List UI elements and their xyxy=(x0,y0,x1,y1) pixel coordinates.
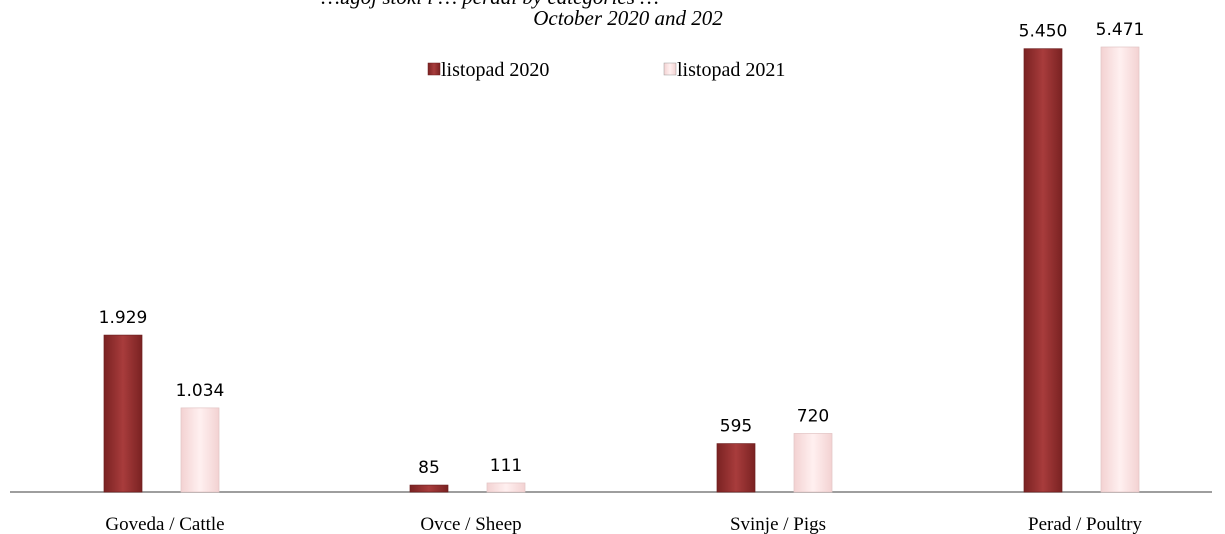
chart-subtitle: October 2020 and 202 xyxy=(533,6,723,30)
bar-2020-0 xyxy=(103,334,143,493)
chart-title: …ugoj stoki i … peradi by categories … xyxy=(321,0,659,9)
bar-2020-3 xyxy=(1023,48,1063,493)
category-label-2: Svinje / Pigs xyxy=(730,514,826,534)
category-label-0: Goveda / Cattle xyxy=(105,514,224,534)
legend-swatch-2020 xyxy=(427,62,441,76)
legend-label-2021: listopad 2021 xyxy=(677,59,785,81)
value-label-2020-1: 85 xyxy=(418,458,440,478)
legend-label-2020: listopad 2020 xyxy=(441,59,549,81)
bar-2021-3 xyxy=(1100,46,1140,493)
category-label-1: Ovce / Sheep xyxy=(420,514,521,534)
category-labels-group: Goveda / Cattle Ovce / Sheep Svinje / Pigs… xyxy=(105,514,1142,534)
value-label-2021-2: 720 xyxy=(797,406,829,426)
bar-2020-1 xyxy=(409,484,449,493)
legend-swatch-2021 xyxy=(663,62,677,76)
value-label-2020-3: 5.450 xyxy=(1019,22,1068,42)
bar-2021-0 xyxy=(180,407,220,493)
value-label-2021-3: 5.471 xyxy=(1096,20,1145,40)
value-label-2021-1: 111 xyxy=(490,456,522,476)
value-labels-group: 1.929 85 595 5.450 1.034 111 720 5.471 xyxy=(99,20,1145,478)
value-label-2020-0: 1.929 xyxy=(99,308,148,328)
bar-2020-2 xyxy=(716,443,756,493)
category-label-3: Perad / Poultry xyxy=(1028,514,1142,534)
value-label-2021-0: 1.034 xyxy=(176,381,225,401)
bar-2021-1 xyxy=(486,482,526,493)
legend: listopad 2020 listopad 2021 xyxy=(427,59,785,81)
bars-group xyxy=(103,46,1140,493)
value-label-2020-2: 595 xyxy=(720,417,752,437)
bar-2021-2 xyxy=(793,433,833,493)
